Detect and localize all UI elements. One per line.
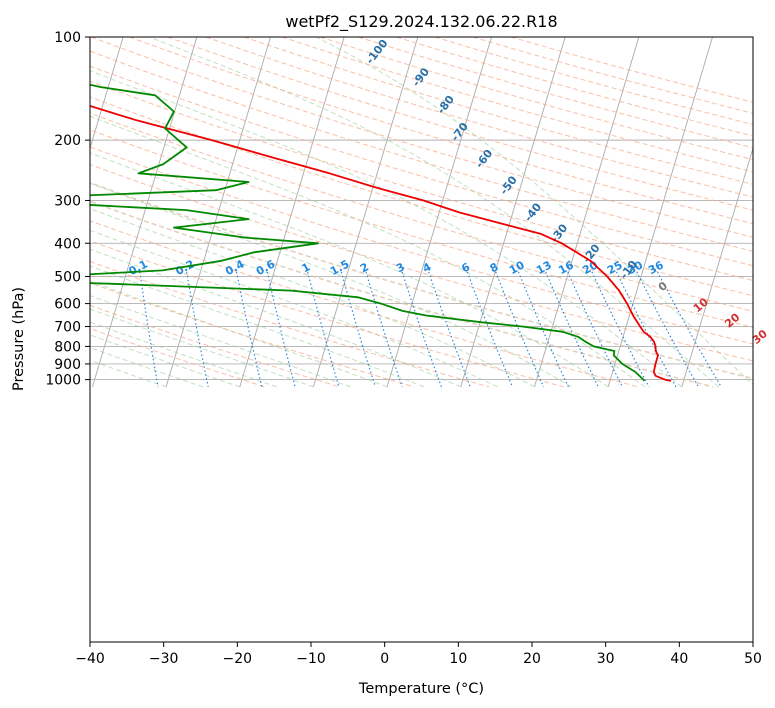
dry-adiabat-line [472,37,753,114]
y-tick-label: 900 [54,357,81,373]
dry-adiabat-line [129,37,753,225]
mixing-ratio-line [636,271,699,388]
dry-adiabat-line [90,163,753,362]
dry-adiabat-line [90,96,753,297]
dry-adiabat-line [90,146,753,345]
x-tick-label: −30 [149,651,179,667]
y-tick-label: 200 [54,133,81,149]
mixing-ratio-line [545,271,599,388]
x-tick-label: 0 [380,651,389,667]
dry-adiabat-line [90,181,753,380]
y-tick-label: 100 [54,30,81,46]
mixing-ratio-line [365,271,403,388]
moist-adiabat-line [90,182,572,388]
isotherm-line [90,37,124,150]
x-tick-label: −20 [223,651,253,667]
moist-adiabat-line [90,280,388,388]
y-tick-label: 600 [54,297,81,313]
x-tick-label: −40 [75,651,105,667]
moist-adiabat-line [90,208,535,388]
dry-adiabat-line [320,37,753,161]
y-tick-label: 500 [54,269,81,285]
dry-adiabat-line [90,80,753,282]
mixing-ratio-label: 16 [556,258,576,277]
y-tick-label: 700 [54,320,81,336]
mixing-ratio-line [657,271,722,388]
dry-adiabat-line [90,50,753,252]
mixing-ratio-line [517,271,569,388]
mixing-ratio-line [139,271,159,387]
dry-adiabat-line [396,37,753,137]
y-tick-label: 1000 [45,373,81,389]
isotherm-line [460,37,566,387]
x-tick-label: −10 [296,651,326,667]
plot-frame [89,36,754,643]
mixing-ratio-line [466,271,514,388]
mixing-ratio-label: 13 [534,258,554,277]
mixing-ratio-label: 10 [507,258,527,277]
mixing-ratio-label: 20 [580,258,600,277]
dry-adiabat-line [91,37,753,238]
mixing-ratio-line [186,271,209,388]
x-tick-label: 50 [744,651,762,667]
x-tick-label: 30 [597,651,615,667]
moist-adiabat-line [90,265,425,388]
moist-adiabat-line [90,248,462,388]
mixing-ratio-line [401,271,442,388]
mixing-ratio-label: 30 [625,258,645,277]
x-tick-label: 40 [670,651,688,667]
moist-adiabat-line [90,321,277,388]
dewpoint-profile-line [90,83,646,382]
moist-adiabat-line [90,334,240,388]
moist-adiabat-line [90,347,204,388]
moist-adiabat-line [149,37,719,388]
y-tick-label: 400 [54,236,81,252]
dry-adiabat-line [358,37,753,149]
dry-adiabat-line [281,37,753,173]
dry-adiabat-line [90,282,415,388]
mixing-ratio-line [428,271,471,388]
moist-adiabat-line [90,115,646,388]
x-tick-label: 20 [523,651,541,667]
mixing-ratio-label: 25 [605,258,625,277]
moist-adiabat-line [90,359,167,388]
isotherm-line [534,37,640,387]
mixing-ratio-line [591,271,650,388]
mixing-ratio-line [495,271,545,388]
x-tick-label: 10 [449,651,467,667]
dry-adiabat-line [90,112,753,312]
isotherm-line [92,37,198,387]
dry-adiabat-line [90,261,490,388]
dry-adiabat-line [205,37,753,198]
moist-adiabat-line [90,152,609,388]
moist-adiabat-line [90,308,314,388]
y-axis-title: Pressure (hPa) [11,287,27,391]
temperature-profile-line [90,105,672,382]
moist-adiabat-line [90,70,683,388]
mixing-ratio-label: 36 [646,258,666,277]
mixing-ratio-line [567,271,623,388]
isotherm-line [239,37,345,387]
moist-adiabat-line [90,229,498,388]
dry-adiabat-line [90,200,714,388]
y-tick-label: 300 [54,193,81,209]
dry-adiabat-line [90,220,639,388]
x-axis-title: Temperature (°C) [358,681,484,697]
y-tick-label: 800 [54,339,81,355]
mixing-ratio-line [616,271,677,388]
isotherm-line [313,37,419,387]
chart-title: wetPf2_S129.2024.132.06.22.R18 [285,12,557,32]
moist-adiabat-line [90,295,351,388]
isotherm-line [681,146,753,387]
